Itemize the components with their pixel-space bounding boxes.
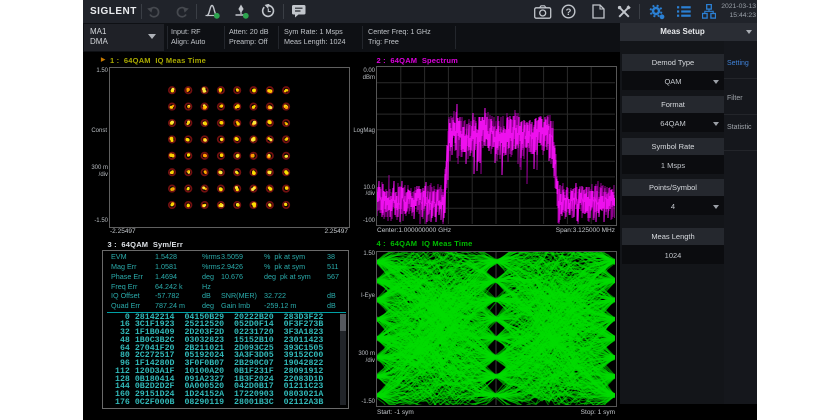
svg-text:?: ?: [566, 7, 572, 18]
